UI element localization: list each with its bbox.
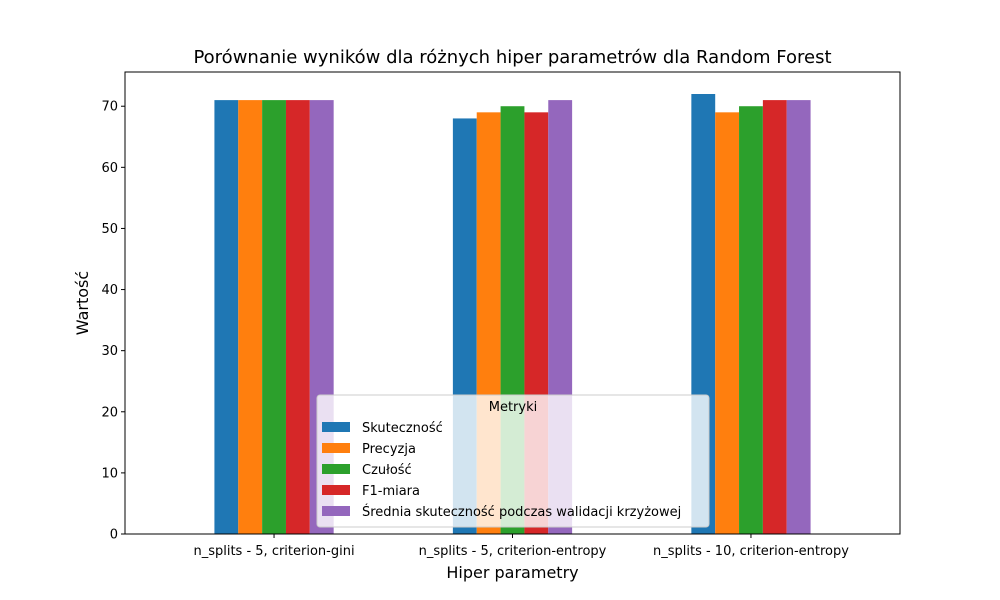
legend-label: Średnia skuteczność podczas walidacji kr… bbox=[362, 504, 681, 520]
x-tick-label: n_splits - 10, criterion-entropy bbox=[653, 544, 849, 559]
legend-swatch bbox=[322, 422, 350, 432]
y-tick-label: 40 bbox=[101, 283, 118, 298]
legend-swatch bbox=[322, 485, 350, 495]
y-tick-label: 50 bbox=[101, 222, 118, 237]
bar bbox=[285, 100, 310, 535]
bar bbox=[214, 100, 239, 535]
y-axis: 0 10 20 30 40 50 60 70 bbox=[101, 100, 125, 543]
legend-swatch bbox=[322, 506, 350, 516]
bar bbox=[715, 112, 740, 534]
bar bbox=[262, 100, 286, 535]
x-axis-label: Hiper parametry bbox=[446, 563, 578, 582]
y-tick-label: 0 bbox=[110, 528, 118, 543]
y-tick-label: 10 bbox=[101, 466, 118, 481]
bar bbox=[238, 100, 263, 535]
x-tick-label: n_splits - 5, criterion-entropy bbox=[419, 544, 607, 559]
legend-label: Precyzja bbox=[362, 442, 416, 457]
legend-items: Skuteczność Precyzja Czułość F1-miara Średni… bbox=[322, 421, 681, 520]
x-axis: n_splits - 5, criterion-gini n_splits - 5… bbox=[193, 534, 849, 559]
x-tick-label: n_splits - 5, criterion-gini bbox=[193, 544, 354, 559]
y-axis-label: Wartość bbox=[73, 271, 92, 335]
legend-title: Metryki bbox=[489, 400, 538, 415]
y-tick-label: 70 bbox=[101, 100, 118, 115]
legend-box bbox=[316, 394, 710, 528]
bar bbox=[786, 100, 811, 535]
legend-swatch bbox=[322, 464, 350, 474]
bar bbox=[739, 106, 763, 534]
legend-label: Czułość bbox=[362, 463, 412, 478]
legend-swatch bbox=[322, 443, 350, 453]
y-tick-label: 20 bbox=[101, 405, 118, 420]
bar bbox=[762, 100, 787, 535]
legend-label: F1-miara bbox=[362, 484, 420, 499]
legend: Metryki Skuteczność Precyzja Czułość F1-mia… bbox=[316, 394, 710, 528]
legend-label: Skuteczność bbox=[362, 421, 443, 436]
y-tick-label: 60 bbox=[101, 161, 118, 176]
y-tick-label: 30 bbox=[101, 344, 118, 359]
chart-title: Porównanie wyników dla różnych hiper par… bbox=[193, 47, 831, 68]
